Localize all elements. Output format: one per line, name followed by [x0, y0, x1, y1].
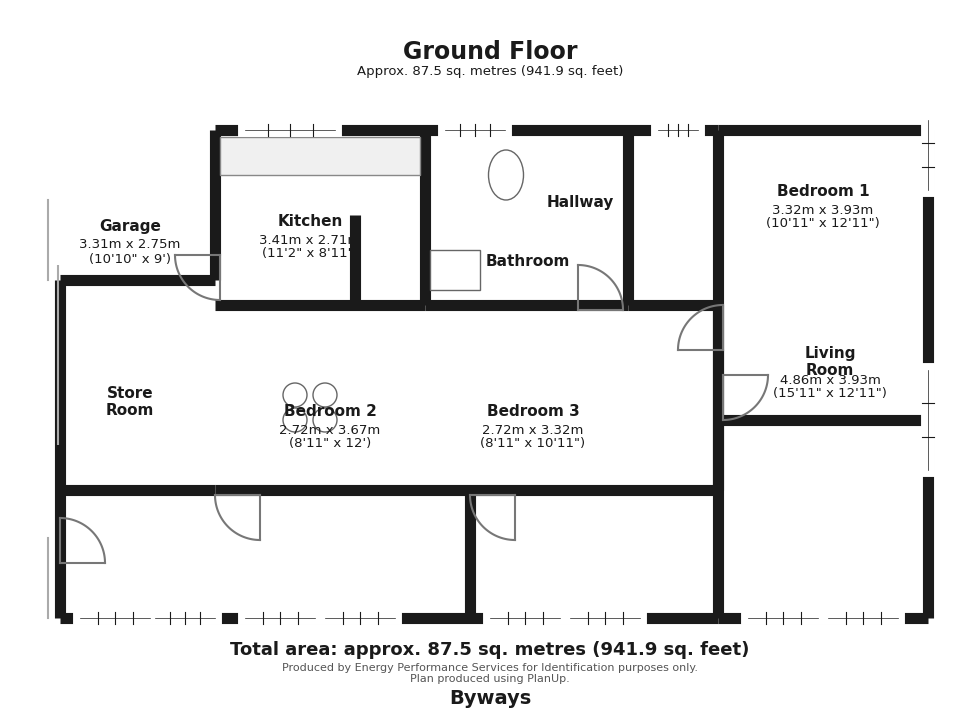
Bar — [718, 420, 928, 618]
Text: Garage: Garage — [99, 219, 161, 234]
Bar — [215, 305, 425, 490]
Text: Bedroom 3: Bedroom 3 — [487, 404, 579, 419]
Text: Bathroom: Bathroom — [486, 254, 570, 270]
Text: 3.41m x 2.71m: 3.41m x 2.71m — [260, 234, 361, 246]
Text: Total area: approx. 87.5 sq. metres (941.9 sq. feet): Total area: approx. 87.5 sq. metres (941… — [230, 641, 750, 659]
Text: 3.31m x 2.75m: 3.31m x 2.75m — [79, 239, 180, 251]
Bar — [215, 490, 470, 618]
Text: 4.86m x 3.93m: 4.86m x 3.93m — [779, 374, 880, 387]
Text: 2.72m x 3.67m: 2.72m x 3.67m — [279, 424, 380, 436]
Text: (10'11" x 12'11"): (10'11" x 12'11") — [766, 217, 880, 231]
Bar — [718, 420, 928, 490]
Bar — [215, 120, 718, 305]
Text: Bedroom 1: Bedroom 1 — [777, 184, 869, 199]
Text: Plan produced using PlanUp.: Plan produced using PlanUp. — [410, 674, 570, 684]
Text: Approx. 87.5 sq. metres (941.9 sq. feet): Approx. 87.5 sq. metres (941.9 sq. feet) — [357, 65, 623, 78]
Bar — [220, 137, 420, 175]
Bar — [470, 490, 718, 618]
Text: 2.72m x 3.32m: 2.72m x 3.32m — [482, 424, 584, 436]
Text: Bedroom 2: Bedroom 2 — [283, 404, 376, 419]
Text: Produced by Energy Performance Services for Identification purposes only.: Produced by Energy Performance Services … — [282, 663, 698, 673]
Bar — [425, 0, 628, 130]
Text: Living
Room: Living Room — [805, 346, 856, 378]
Ellipse shape — [488, 150, 523, 200]
Text: Store
Room: Store Room — [106, 386, 154, 418]
Text: (8'11" x 10'11"): (8'11" x 10'11") — [480, 437, 586, 451]
Text: Kitchen: Kitchen — [277, 214, 343, 229]
Bar — [718, 0, 928, 130]
Bar — [628, 80, 718, 130]
Text: 3.32m x 3.93m: 3.32m x 3.93m — [772, 204, 873, 216]
Bar — [430, 250, 480, 290]
Bar — [215, 130, 425, 305]
Text: (11'2" x 8'11"): (11'2" x 8'11") — [262, 248, 359, 261]
Text: Byways: Byways — [449, 689, 531, 708]
Text: (10'10" x 9'): (10'10" x 9') — [89, 253, 171, 266]
Bar — [60, 0, 215, 280]
Text: (8'11" x 12'): (8'11" x 12') — [289, 437, 371, 451]
Text: Hallway: Hallway — [546, 194, 613, 209]
Text: Ground Floor: Ground Floor — [403, 40, 577, 64]
Text: (15'11" x 12'11"): (15'11" x 12'11") — [773, 387, 887, 400]
